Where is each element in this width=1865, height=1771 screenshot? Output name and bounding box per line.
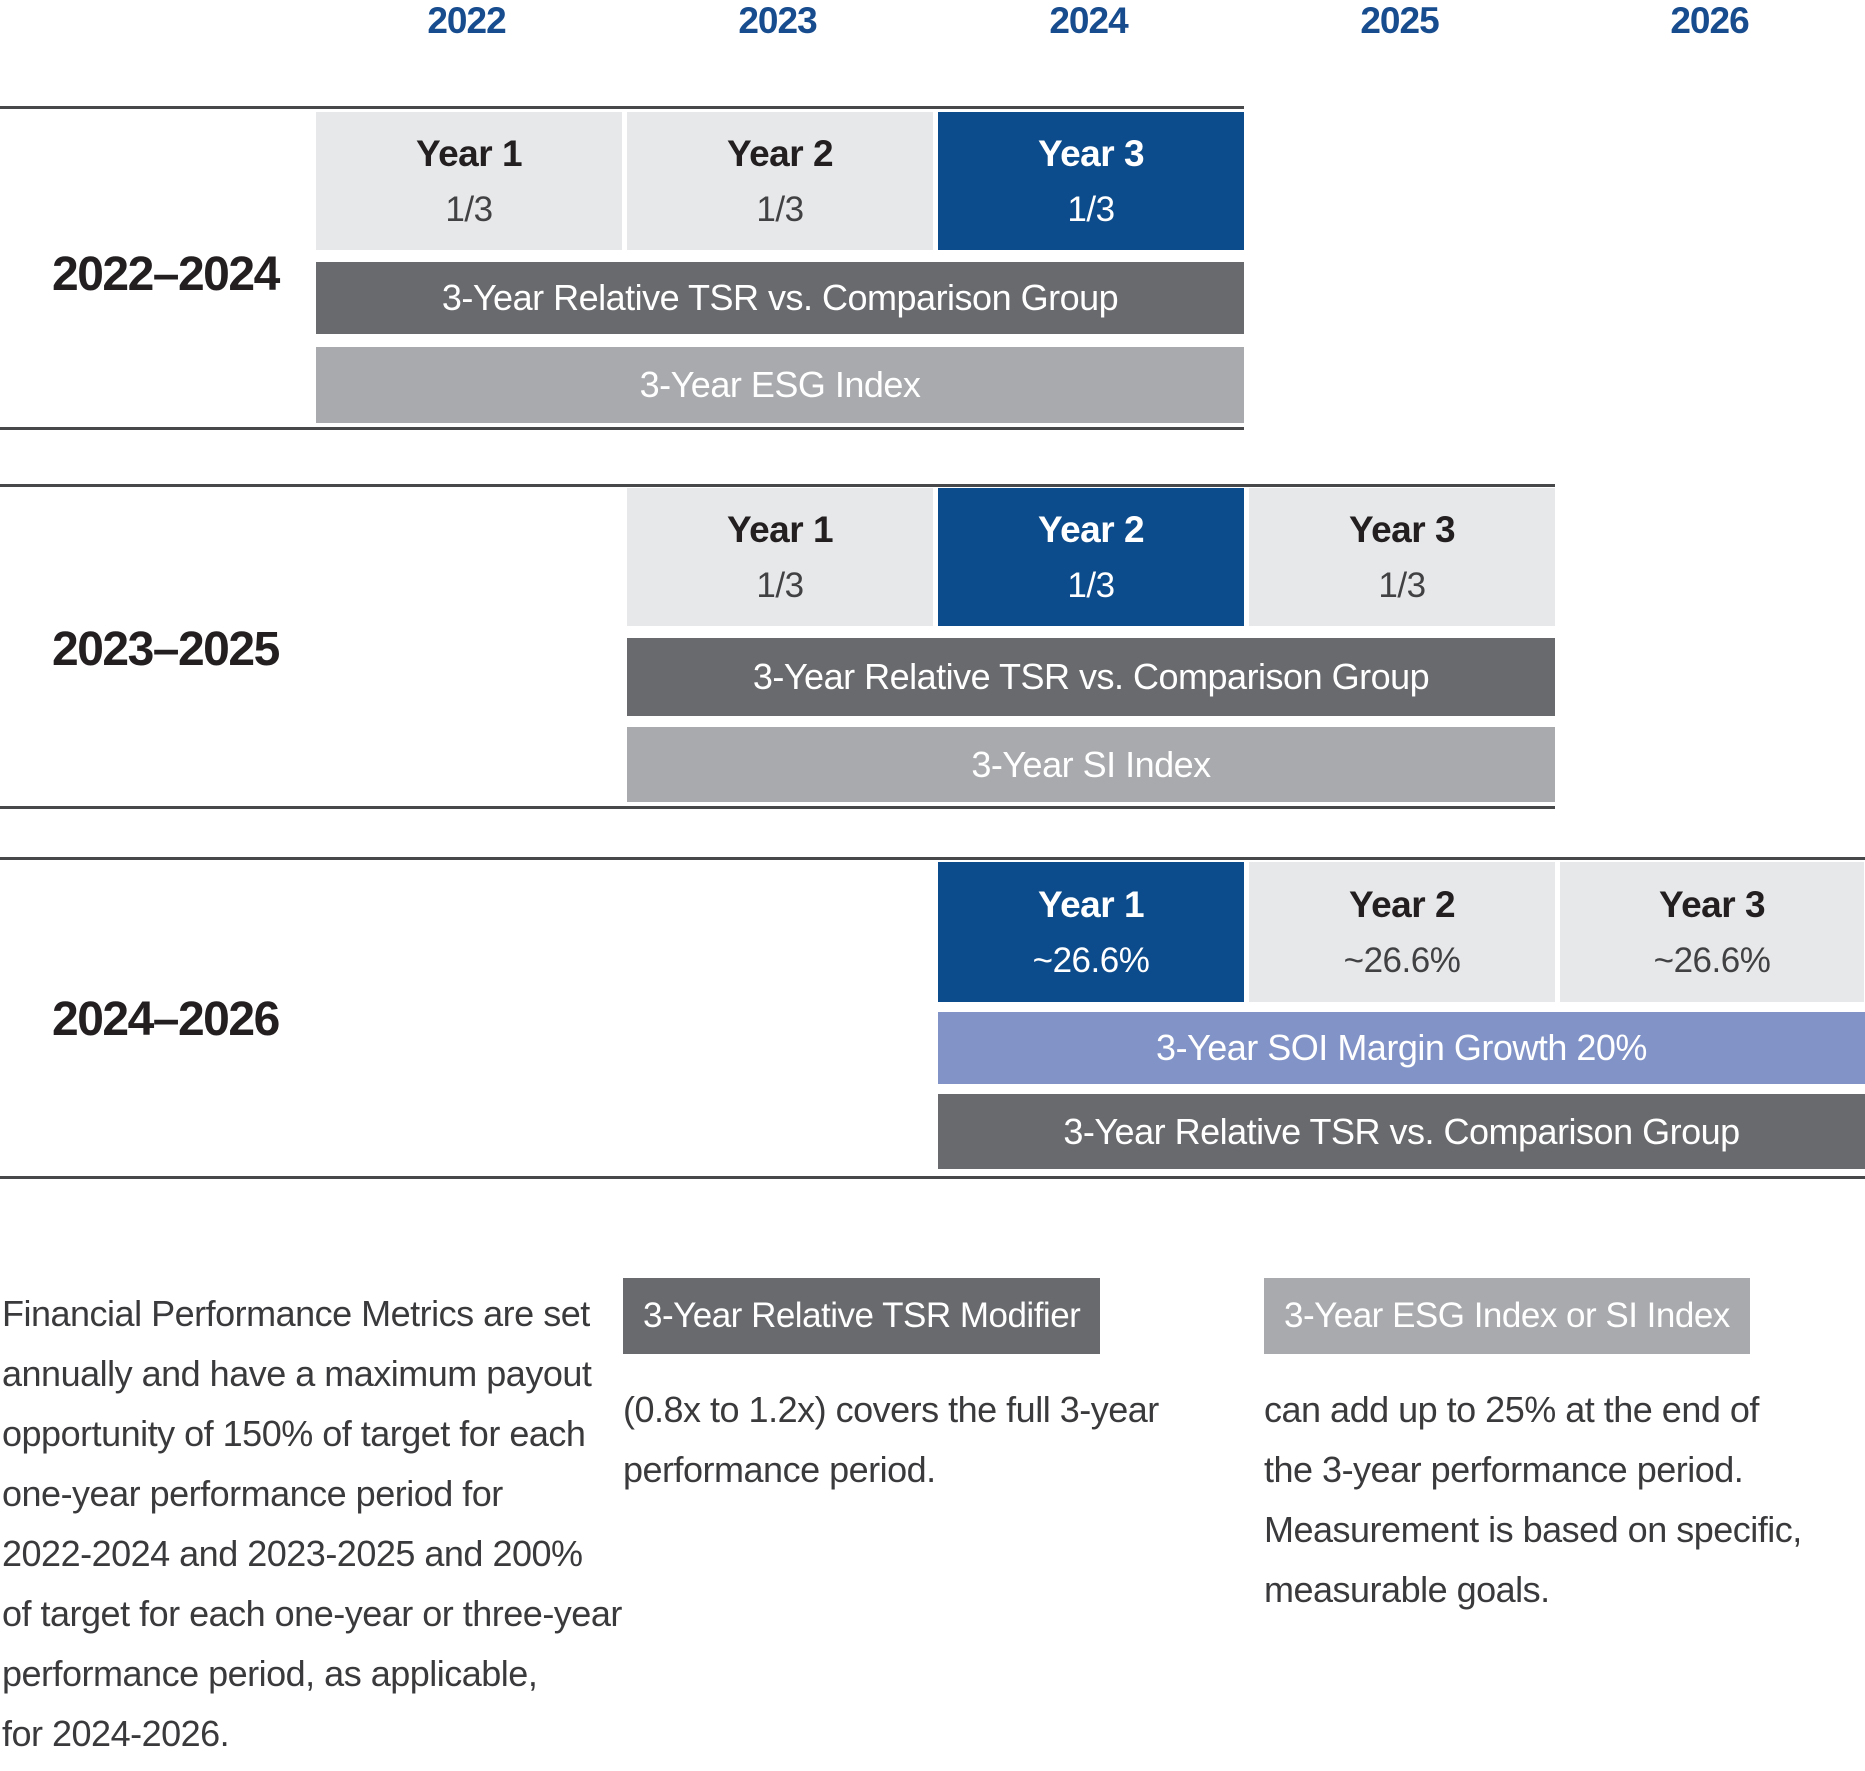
esg-si-index-chip: 3-Year ESG Index or SI Index (1264, 1278, 1750, 1354)
year-header-2022: 2022 (427, 0, 506, 41)
tsr-modifier-footnote: (0.8x to 1.2x) covers the full 3-year pe… (623, 1389, 1159, 1490)
section-2-year-1-box: Year 1 1/3 (627, 488, 933, 626)
section-1-esg-index-bar: 3-Year ESG Index (316, 347, 1244, 423)
year-box-title: Year 1 (415, 132, 523, 174)
section-1-top-divider (0, 106, 1244, 109)
year-box-value: 1/3 (756, 189, 804, 229)
section-1-label: 2022–2024 (52, 248, 280, 301)
section-2-year-2-box-highlighted: Year 2 1/3 (938, 488, 1244, 626)
year-box-title: Year 2 (1037, 508, 1145, 550)
tsr-modifier-chip: 3-Year Relative TSR Modifier (623, 1278, 1101, 1354)
section-3-bottom-divider (0, 1176, 1865, 1179)
year-box-title: Year 1 (726, 508, 834, 550)
financial-metrics-footnote: Financial Performance Metrics are set an… (2, 1293, 622, 1754)
year-box-title: Year 2 (1348, 883, 1456, 925)
year-header-2023: 2023 (738, 0, 817, 41)
year-box-value: ~26.6% (1032, 940, 1150, 980)
year-box-value: 1/3 (756, 565, 804, 605)
esg-si-index-footnote: can add up to 25% at the end of the 3-ye… (1264, 1389, 1802, 1610)
section-2-label: 2023–2025 (52, 623, 280, 676)
section-3-year-3-box: Year 3 ~26.6% (1560, 862, 1864, 1002)
year-box-value: 1/3 (1067, 189, 1115, 229)
section-3-year-1-box-highlighted: Year 1 ~26.6% (938, 862, 1244, 1002)
section-1-year-1-box: Year 1 1/3 (316, 112, 622, 250)
section-1-year-2-box: Year 2 1/3 (627, 112, 933, 250)
section-2-relative-tsr-bar: 3-Year Relative TSR vs. Comparison Group (627, 638, 1555, 716)
section-3-label: 2024–2026 (52, 993, 280, 1046)
year-box-title: Year 1 (1037, 883, 1145, 925)
section-3-year-2-box: Year 2 ~26.6% (1249, 862, 1555, 1002)
section-3-top-divider (0, 857, 1865, 860)
year-box-value: ~26.6% (1653, 940, 1771, 980)
section-2-year-3-box: Year 3 1/3 (1249, 488, 1555, 626)
section-2-bottom-divider (0, 806, 1555, 809)
year-header-2025: 2025 (1360, 0, 1439, 41)
year-box-title: Year 3 (1658, 883, 1766, 925)
section-1-bottom-divider (0, 427, 1244, 430)
year-box-value: 1/3 (445, 189, 493, 229)
section-2-si-index-bar: 3-Year SI Index (627, 727, 1555, 802)
year-box-value: ~26.6% (1343, 940, 1461, 980)
year-header-2026: 2026 (1670, 0, 1749, 41)
year-box-value: 1/3 (1067, 565, 1115, 605)
year-box-title: Year 3 (1348, 508, 1456, 550)
section-2-top-divider (0, 484, 1555, 487)
section-3-relative-tsr-bar: 3-Year Relative TSR vs. Comparison Group (938, 1094, 1865, 1169)
year-header-2024: 2024 (1049, 0, 1128, 41)
year-box-title: Year 2 (726, 132, 834, 174)
section-1-relative-tsr-bar: 3-Year Relative TSR vs. Comparison Group (316, 262, 1244, 334)
section-1-year-3-box-highlighted: Year 3 1/3 (938, 112, 1244, 250)
year-box-title: Year 3 (1037, 132, 1145, 174)
year-box-value: 1/3 (1378, 565, 1426, 605)
section-3-soi-margin-growth-bar: 3-Year SOI Margin Growth 20% (938, 1012, 1865, 1084)
